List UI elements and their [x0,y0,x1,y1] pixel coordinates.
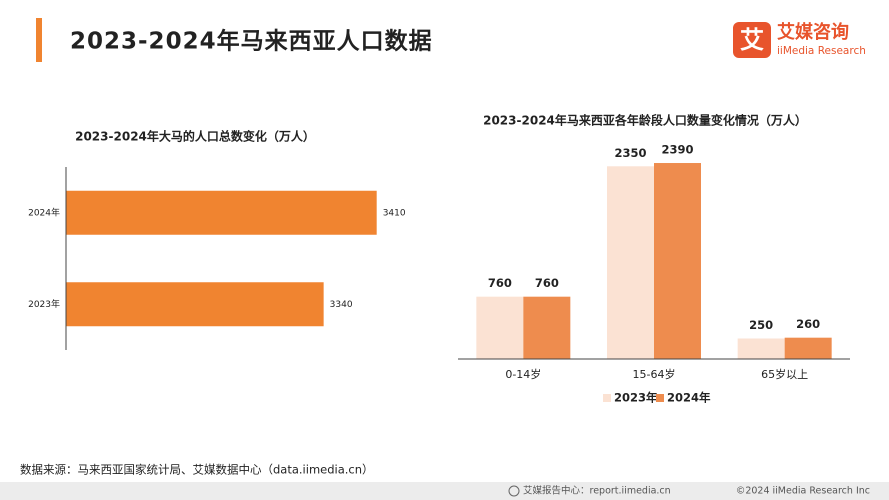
page-title: 2023-2024年马来西亚人口数据 [70,28,433,55]
value-label: 2390 [661,143,693,157]
chart-title: 2023-2024年马来西亚各年龄段人口数量变化情况（万人） [483,113,807,128]
logo-mark-bg [733,22,771,58]
value-label: 3410 [383,208,406,218]
x-tick-label: 0-14岁 [505,367,541,381]
value-label: 2350 [614,146,646,160]
y-tick-label: 2024年 [28,206,60,218]
value-label: 260 [796,317,820,331]
y-tick-label: 2023年 [28,298,60,310]
bar [476,296,524,359]
value-label: 3340 [330,300,353,310]
title-accent [36,18,42,62]
value-label: 760 [488,276,512,290]
chart-title: 2023-2024年大马的人口总数变化（万人） [75,129,315,144]
legend-swatch [603,394,611,402]
footer-icon [508,485,520,497]
bar [654,163,701,359]
value-label: 250 [749,318,773,332]
legend-label: 2024年 [667,391,711,405]
footer-band [0,482,889,500]
bar [523,296,571,359]
bar [737,338,785,359]
footer-right: ©2024 iiMedia Research Inc [736,486,870,497]
logo-name: 艾媒咨询 [777,21,849,43]
legend-label: 2023年 [614,391,658,405]
bar [607,166,654,359]
x-tick-label: 65岁以上 [761,367,808,381]
bar [66,190,377,235]
logo-sub: iiMedia Research [777,45,866,57]
x-tick-label: 15-64岁 [633,367,676,381]
logo-mark: 艾 [740,26,764,54]
value-label: 760 [535,276,559,290]
footer-left: 艾媒报告中心：report.iimedia.cn [523,485,671,497]
bar [784,337,832,359]
legend-swatch [656,394,664,402]
source: 数据来源：马来西亚国家统计局、艾媒数据中心（data.iimedia.cn） [20,463,374,477]
bar [66,282,324,327]
